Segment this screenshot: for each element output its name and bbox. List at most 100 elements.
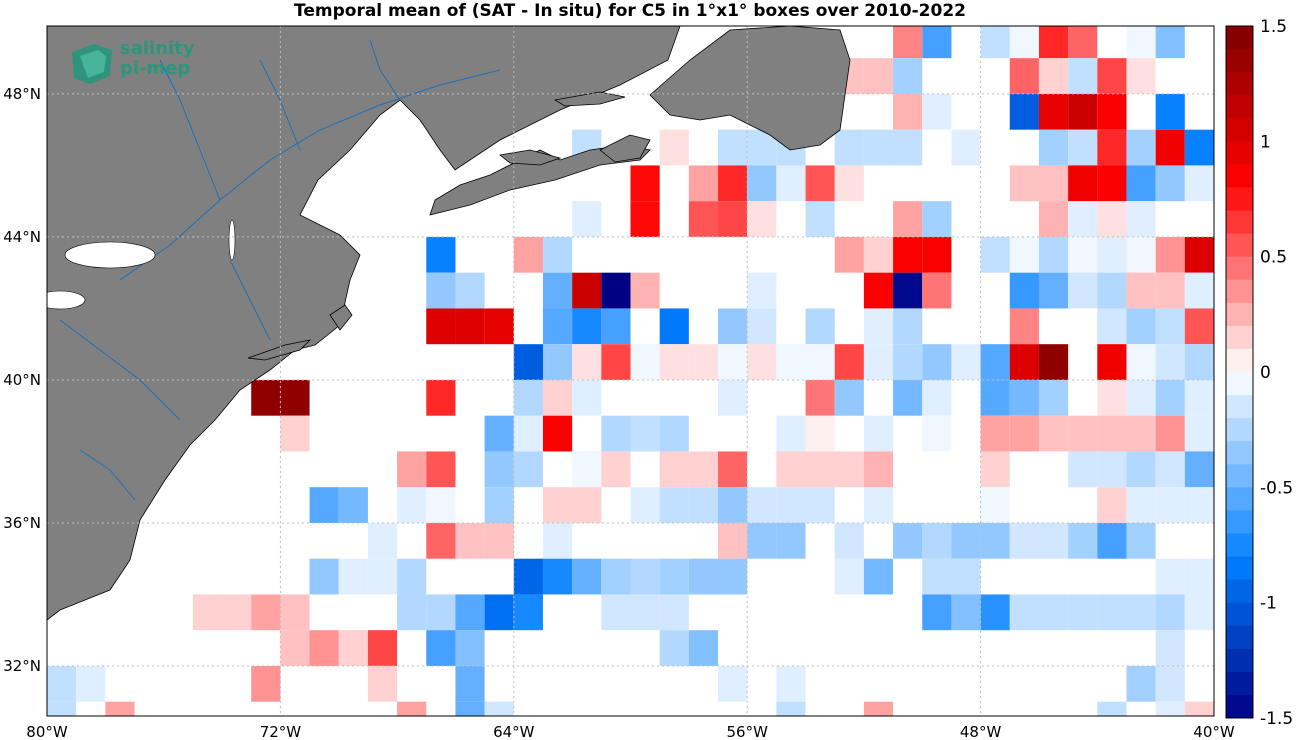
heatmap-cell [47, 665, 77, 702]
heatmap-cell [630, 487, 660, 523]
heatmap-cell [1155, 558, 1185, 595]
heatmap-cell [747, 165, 777, 202]
heatmap-cell [1126, 522, 1156, 559]
heatmap-cell [572, 558, 602, 595]
heatmap-cell [280, 594, 310, 631]
colorbar-tick-label: 1.5 [1260, 17, 1287, 37]
colorbar-swatch [1226, 187, 1253, 212]
x-tick-label: 48°W [960, 723, 1002, 740]
heatmap-cell [863, 558, 894, 595]
colorbar-swatch [1226, 556, 1253, 581]
heatmap-cell [834, 236, 864, 273]
heatmap-cell [601, 558, 631, 595]
heatmap-cell [718, 522, 748, 559]
colorbar-swatch [1226, 279, 1253, 304]
colorbar-swatch [1226, 372, 1253, 396]
heatmap-cell [1126, 665, 1156, 702]
heatmap-cell [1184, 129, 1214, 166]
colorbar-tick-label: -1 [1260, 594, 1277, 614]
heatmap-cell [426, 522, 456, 559]
y-tick-label: 48°N [3, 85, 41, 103]
river-3 [79, 449, 136, 501]
heatmap-cell [542, 415, 573, 452]
heatmap-cell [893, 522, 923, 559]
heatmap-cell [805, 451, 835, 488]
colorbar-swatch [1226, 302, 1253, 327]
heatmap-cell [922, 26, 952, 59]
colorbar-swatch [1226, 164, 1253, 188]
heatmap-cell [630, 415, 660, 452]
x-tick-label: 64°W [493, 723, 535, 740]
heatmap-cell [1126, 594, 1156, 631]
plot-frame [46, 25, 1215, 717]
heatmap-cell [1068, 272, 1098, 309]
heatmap-cell [1068, 165, 1098, 202]
heatmap-cell [1038, 272, 1069, 309]
heatmap-cell [863, 272, 894, 309]
heatmap-cell [980, 236, 1010, 273]
heatmap-cell [1009, 344, 1039, 380]
heatmap-cell [1068, 129, 1098, 166]
heatmap-cell [1097, 201, 1127, 237]
heatmap-cell [951, 594, 981, 631]
heatmap-cell [863, 236, 894, 273]
heatmap-cell [718, 344, 748, 380]
heatmap-cell [1038, 201, 1069, 237]
heatmap-cell [922, 558, 952, 595]
heatmap-cell [1097, 487, 1127, 523]
heatmap-cell [426, 236, 456, 273]
heatmap-cell [1009, 522, 1039, 559]
heatmap-cell [718, 379, 748, 416]
colorbar-swatch [1226, 395, 1253, 419]
heatmap-cell [426, 630, 456, 666]
heatmap-cell [1155, 236, 1185, 273]
colorbar-swatch [1226, 118, 1253, 142]
heatmap-cell [572, 379, 602, 416]
heatmap-cell [834, 522, 864, 559]
heatmap-cell [893, 236, 923, 273]
heatmap-cell [1097, 129, 1127, 166]
heatmap-cell [1126, 58, 1156, 94]
colorbar-swatch [1226, 418, 1253, 442]
heatmap-cell [367, 522, 398, 559]
heatmap-cell [513, 415, 543, 452]
heatmap-cell [1184, 451, 1214, 488]
heatmap-cell [1068, 594, 1098, 631]
heatmap-cell [426, 272, 456, 309]
river-5 [369, 39, 401, 101]
heatmap-cell [688, 201, 719, 237]
heatmap-cell [1184, 701, 1214, 716]
heatmap-cell [484, 451, 514, 488]
heatmap-cell [659, 308, 689, 345]
colorbar-swatch [1226, 233, 1253, 258]
heatmap-cell [1126, 129, 1156, 166]
heatmap-cell [455, 630, 485, 666]
heatmap-cell [718, 165, 748, 202]
heatmap-cell [951, 129, 981, 166]
heatmap-cell [863, 129, 894, 166]
x-tick-label: 80°W [26, 723, 68, 740]
heatmap-cell [1038, 415, 1069, 452]
heatmap-cell [922, 344, 952, 380]
heatmap-cell [1097, 272, 1127, 309]
heatmap-cell [397, 594, 427, 631]
heatmap-cell [1155, 308, 1185, 345]
colorbar-tick-label: 1 [1260, 132, 1271, 152]
heatmap-cell [834, 558, 864, 595]
heatmap-cell [1155, 451, 1185, 488]
heatmap-cell [1155, 165, 1185, 202]
heatmap-cell [1184, 272, 1214, 309]
heatmap-cell [455, 594, 485, 631]
heatmap-cell [1009, 165, 1039, 202]
heatmap-cell [922, 236, 952, 273]
heatmap-cell [922, 272, 952, 309]
heatmap-cell [980, 487, 1010, 523]
heatmap-cell [1097, 522, 1127, 559]
heatmap-cell [747, 487, 777, 523]
heatmap-cell [980, 379, 1010, 416]
heatmap-cell [659, 594, 689, 631]
colorbar-swatch [1226, 256, 1253, 281]
heatmap-cell [922, 379, 952, 416]
heatmap-cell [542, 487, 573, 523]
heatmap-cell [455, 308, 485, 345]
